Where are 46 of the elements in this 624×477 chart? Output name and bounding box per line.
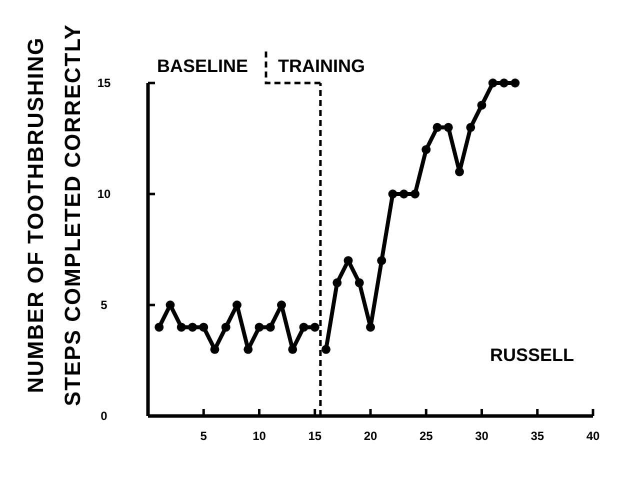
x-tick-label: 15 bbox=[308, 429, 322, 443]
point bbox=[176, 322, 186, 332]
y-tick-label: 15 bbox=[97, 76, 111, 90]
point bbox=[377, 256, 386, 266]
point bbox=[322, 344, 330, 354]
point bbox=[221, 322, 230, 332]
point bbox=[210, 344, 220, 354]
point bbox=[455, 167, 464, 176]
x-tick-label: 10 bbox=[252, 429, 266, 443]
x-tick-label: 5 bbox=[200, 429, 208, 443]
point bbox=[277, 300, 286, 310]
point bbox=[488, 78, 498, 88]
point bbox=[299, 322, 308, 332]
point bbox=[332, 278, 342, 288]
text: BASELINE bbox=[157, 56, 248, 76]
point bbox=[500, 78, 508, 88]
y-tick-label: 0 bbox=[100, 409, 108, 424]
point bbox=[466, 122, 476, 132]
x-tick-label: 25 bbox=[419, 429, 434, 443]
point bbox=[477, 100, 486, 110]
point bbox=[510, 78, 520, 88]
point bbox=[188, 322, 197, 332]
annotation: RUSSELL bbox=[490, 345, 574, 365]
x-tick-label: 35 bbox=[530, 429, 544, 443]
point bbox=[444, 122, 453, 132]
point bbox=[432, 122, 442, 132]
point bbox=[399, 190, 408, 198]
point bbox=[422, 145, 431, 154]
point bbox=[410, 190, 420, 198]
point bbox=[266, 322, 275, 332]
point bbox=[232, 300, 242, 310]
point bbox=[254, 322, 264, 332]
point bbox=[354, 278, 364, 288]
y-tick-label: 5 bbox=[100, 298, 108, 312]
point bbox=[388, 190, 398, 198]
text: TRAINING bbox=[278, 56, 365, 76]
point bbox=[310, 322, 320, 332]
x-tick-label: 40 bbox=[586, 429, 600, 443]
point bbox=[344, 256, 353, 266]
x-tick-label: 20 bbox=[364, 429, 378, 443]
y-axis-title: NUMBER OF TOOTHBRUSHING STEPS COMPLETED CORRECTLY bbox=[23, 24, 85, 406]
point bbox=[154, 322, 164, 332]
point bbox=[366, 322, 375, 332]
y-tick-label: 10 bbox=[97, 187, 111, 202]
x-tick-label: 30 bbox=[475, 429, 489, 443]
point bbox=[199, 322, 208, 332]
